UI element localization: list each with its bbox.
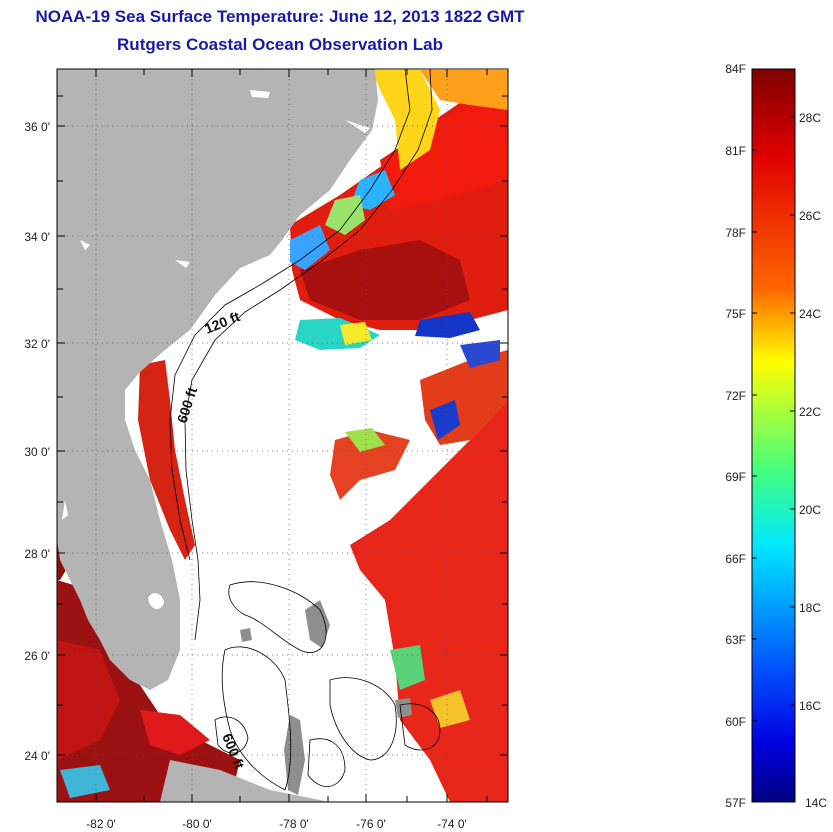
- cb-f-label-75: 75F: [725, 307, 746, 321]
- colorbar-celsius-labels: 28C 26C 24C 22C 20C 18C 16C 14C: [799, 111, 827, 810]
- sst-field-florida-coast: [138, 360, 195, 560]
- cb-c-label-22: 22C: [799, 405, 821, 419]
- lon-label-80: -80 0': [182, 817, 212, 831]
- graticule: [57, 69, 508, 802]
- map-title: NOAA-19 Sea Surface Temperature: June 12…: [35, 7, 525, 26]
- map-subtitle: Rutgers Coastal Ocean Observation Lab: [117, 35, 443, 54]
- map-ticks: [57, 69, 508, 802]
- sst-field-central-cool: [345, 428, 385, 452]
- cb-c-label-18: 18C: [799, 601, 821, 615]
- sst-field-central: [330, 430, 410, 500]
- lat-label-26: 26 0': [24, 649, 50, 663]
- lon-label-74: -74 0': [437, 817, 467, 831]
- colorbar-ticks: [752, 116, 795, 722]
- sst-field-gulf-stream: [290, 70, 508, 350]
- lat-label-32: 32 0': [24, 337, 50, 351]
- cb-c-label-26: 26C: [799, 209, 821, 223]
- map-frame: [56, 68, 509, 803]
- lat-label-30: 30 0': [24, 445, 50, 459]
- latitude-labels: 36 0' 34 0' 32 0' 30 0' 28 0' 26 0' 24 0…: [24, 120, 50, 763]
- cb-c-label-16: 16C: [799, 699, 821, 713]
- cb-f-label-63: 63F: [725, 633, 746, 647]
- lat-label-36: 36 0': [24, 120, 50, 134]
- cb-c-label-28: 28C: [799, 111, 821, 125]
- cb-f-label-78: 78F: [725, 226, 746, 240]
- sst-field-atlantic-east: [350, 340, 508, 802]
- longitude-labels: -82 0' -80 0' -78 0' -76 0' -74 0': [86, 817, 467, 831]
- cb-f-label-60: 60F: [725, 715, 746, 729]
- bathymetry-contours: [169, 69, 441, 791]
- cb-f-label-81: 81F: [725, 144, 746, 158]
- cb-f-label-84: 84F: [725, 62, 746, 76]
- colorbar-fahrenheit-labels: 84F 81F 78F 75F 72F 69F 66F 63F 60F 57F: [725, 62, 746, 810]
- cb-f-label-57: 57F: [725, 796, 746, 810]
- lat-label-34: 34 0': [24, 230, 50, 244]
- lat-label-28: 28 0': [24, 547, 50, 561]
- cb-f-label-72: 72F: [725, 389, 746, 403]
- cb-f-label-66: 66F: [725, 552, 746, 566]
- map-area: 120 ft 600 ft 600 ft: [57, 69, 508, 802]
- lat-label-24: 24 0': [24, 749, 50, 763]
- cb-c-label-14: 14C: [805, 796, 827, 810]
- colorbar-gradient: [751, 68, 796, 803]
- cb-c-label-24: 24C: [799, 307, 821, 321]
- cb-c-label-20: 20C: [799, 503, 821, 517]
- lon-label-82: -82 0': [86, 817, 116, 831]
- cb-f-label-69: 69F: [725, 470, 746, 484]
- lon-label-76: -76 0': [356, 817, 386, 831]
- lon-label-78: -78 0': [279, 817, 309, 831]
